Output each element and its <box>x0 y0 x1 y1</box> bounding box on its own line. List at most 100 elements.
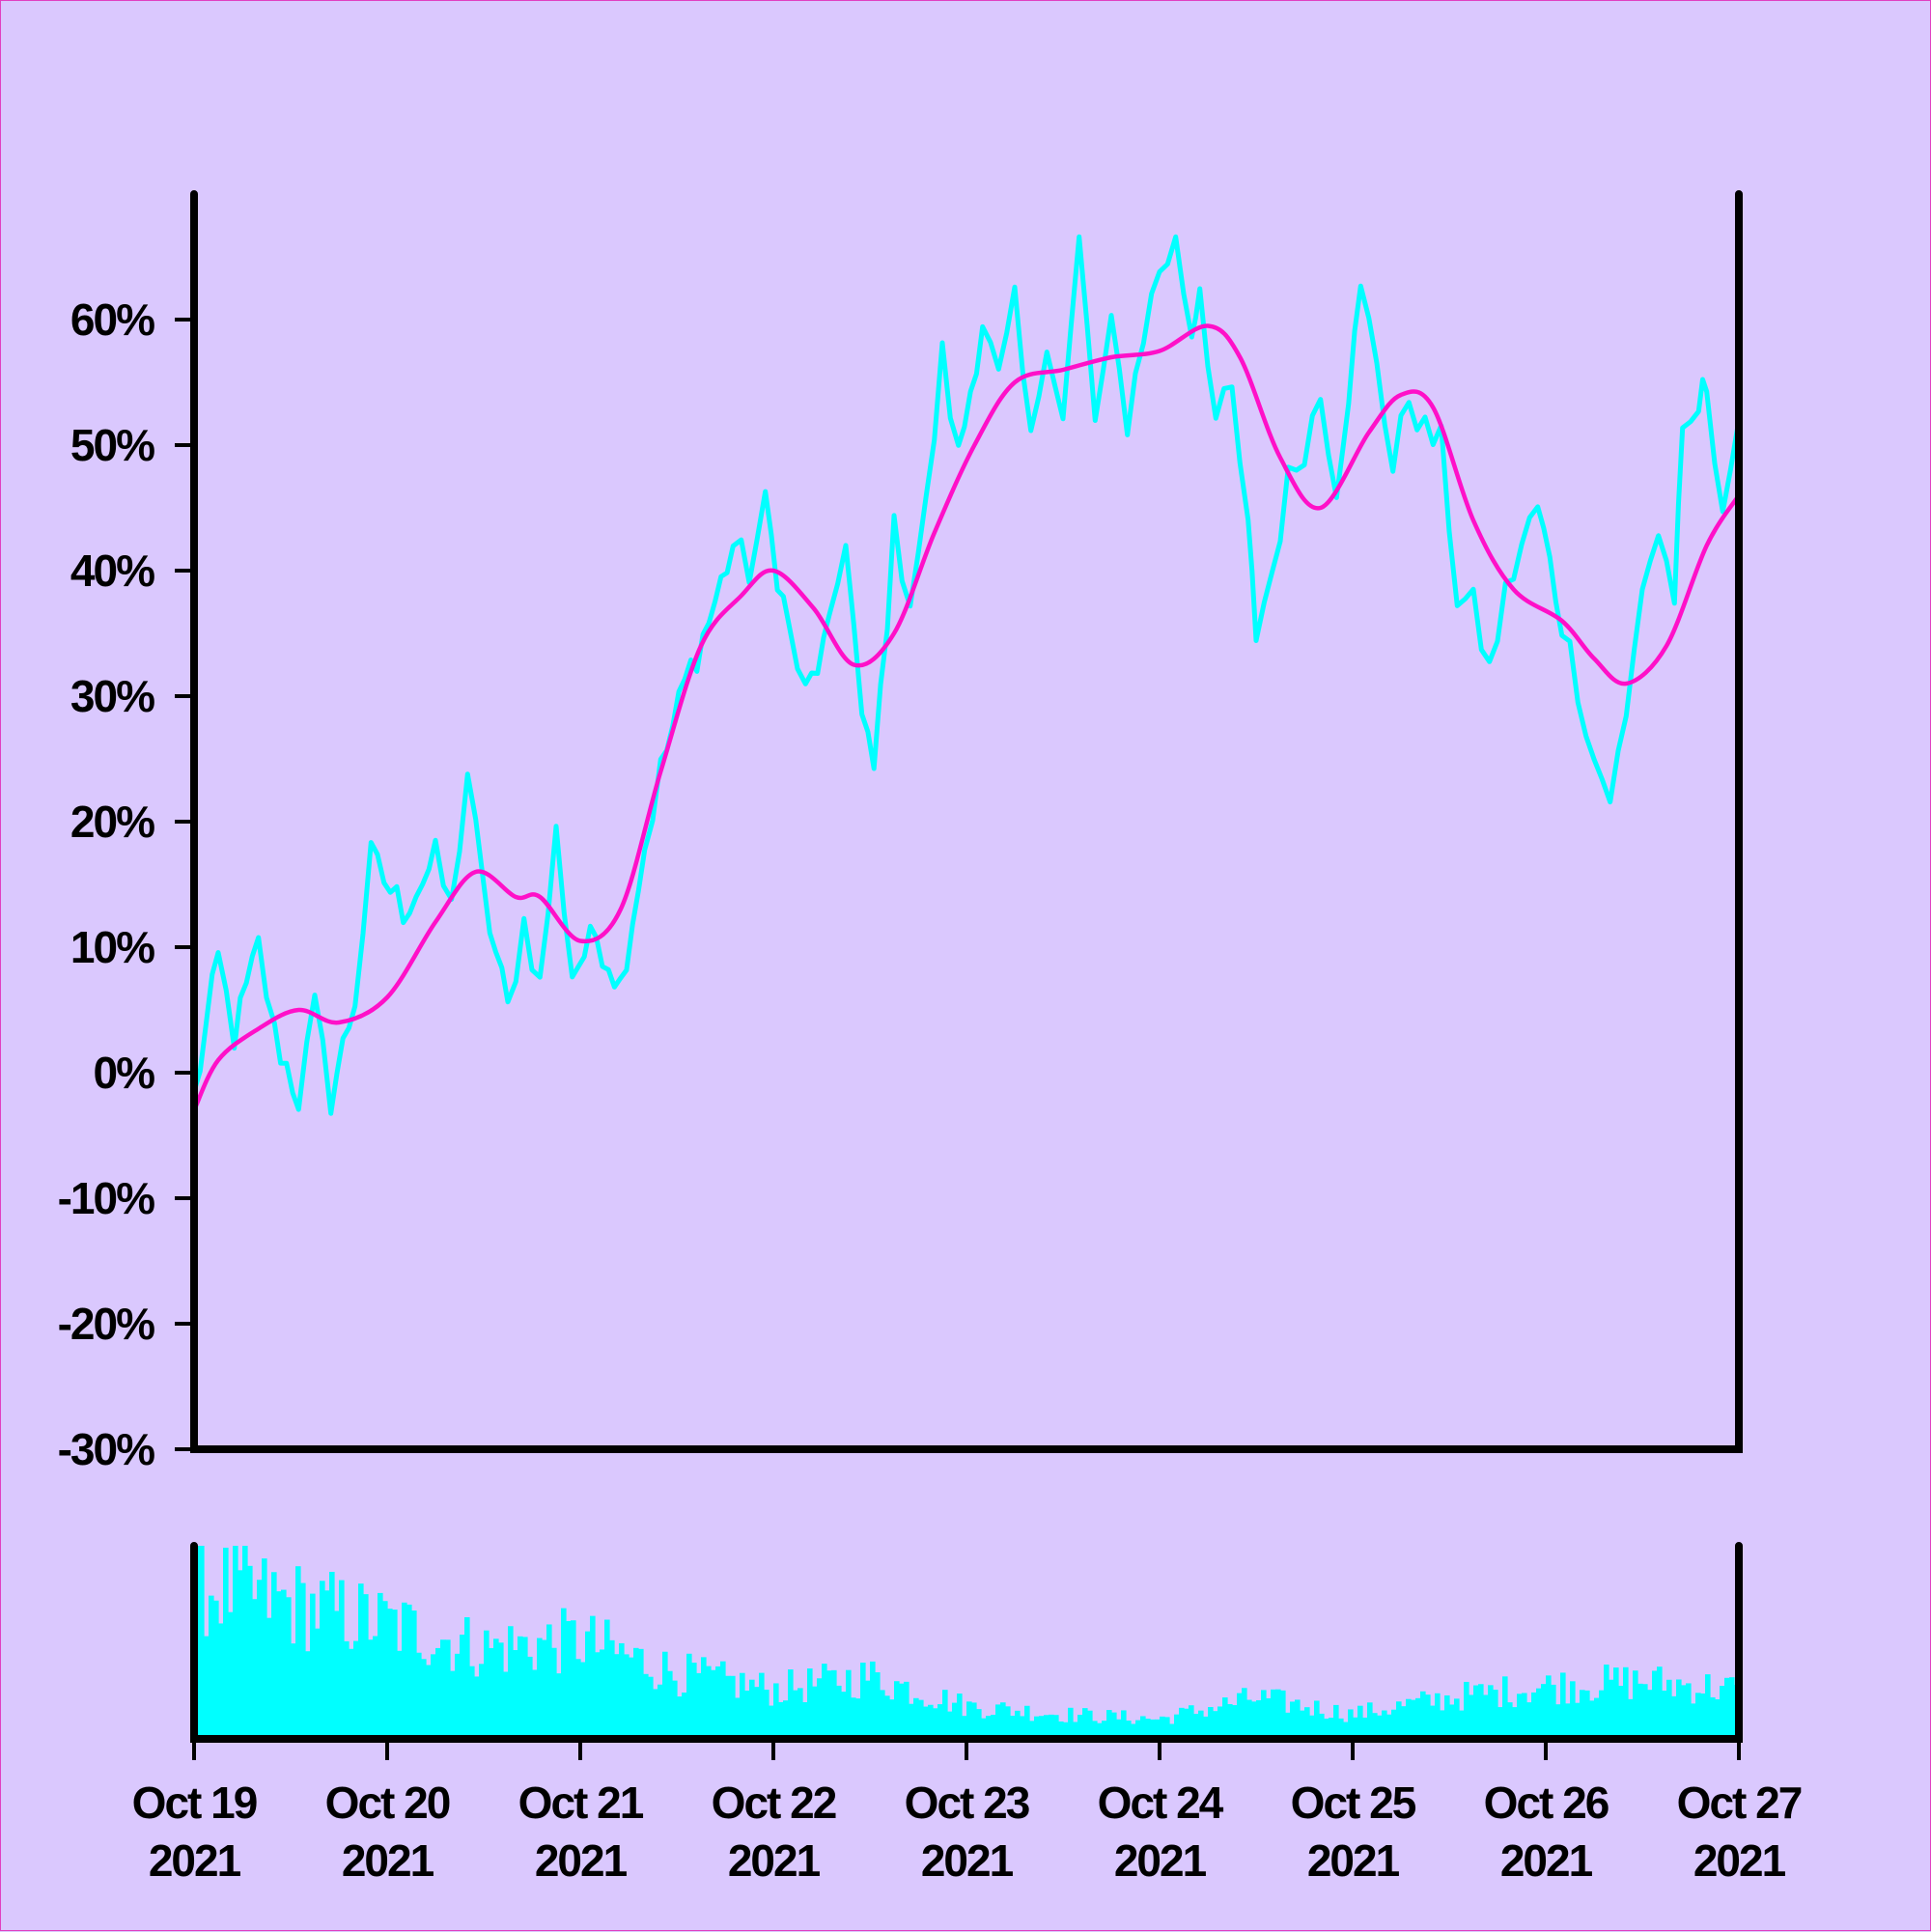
volume-bar <box>1464 1681 1469 1739</box>
volume-bar <box>209 1595 214 1739</box>
volume-bar <box>788 1669 794 1739</box>
x-tick-label-date: Oct 19 <box>132 1778 257 1828</box>
volume-bar <box>1266 1697 1272 1739</box>
volume-bar <box>575 1659 581 1739</box>
volume-bar <box>1338 1718 1344 1739</box>
volume-bar <box>711 1669 716 1739</box>
volume-bar <box>1420 1691 1426 1739</box>
volume-bar <box>677 1696 683 1739</box>
volume-bar <box>1077 1715 1083 1739</box>
volume-bar <box>1111 1712 1117 1739</box>
volume-bar <box>1604 1665 1609 1739</box>
volume-bar <box>1444 1694 1450 1739</box>
volume-bar <box>1517 1694 1523 1739</box>
volume-bar <box>228 1611 234 1739</box>
volume-bar <box>1382 1710 1387 1739</box>
volume-bar <box>769 1705 774 1739</box>
volume-bar <box>339 1580 345 1739</box>
volume-bar <box>1102 1721 1107 1739</box>
volume-bar <box>532 1669 538 1739</box>
volume-bar <box>387 1609 393 1739</box>
volume-bar <box>1411 1699 1416 1739</box>
price-series-line <box>191 234 1742 1116</box>
x-tick-label-year: 2021 <box>342 1835 434 1886</box>
volume-bar <box>378 1592 383 1739</box>
volume-bar <box>600 1649 605 1739</box>
volume-bar <box>1695 1693 1701 1739</box>
x-tick-label-year: 2021 <box>1500 1835 1593 1886</box>
volume-bar <box>715 1666 721 1739</box>
volume-bar <box>995 1704 1001 1739</box>
volume-bar <box>1024 1705 1030 1739</box>
volume-bar <box>1121 1710 1127 1739</box>
volume-bar <box>889 1699 895 1739</box>
volume-bar <box>1329 1718 1334 1739</box>
volume-bar <box>648 1676 654 1739</box>
volume-bar <box>281 1589 287 1739</box>
volume-bar <box>947 1711 953 1739</box>
volume-bar <box>1000 1702 1006 1739</box>
volume-bar <box>324 1590 330 1739</box>
volume-bar <box>1232 1705 1238 1739</box>
volume-bar <box>962 1716 967 1739</box>
volume-bar <box>1541 1684 1547 1739</box>
volume-bar <box>503 1671 509 1739</box>
volume-bar <box>469 1666 475 1739</box>
volume-bar <box>537 1638 543 1739</box>
volume-bar <box>1493 1690 1498 1739</box>
volume-bar <box>855 1698 861 1739</box>
volume-bar <box>778 1701 784 1739</box>
volume-bar <box>353 1640 359 1739</box>
volume-bar <box>783 1700 789 1739</box>
volume-bar <box>1044 1715 1049 1739</box>
volume-bar <box>899 1683 905 1739</box>
volume-bar <box>474 1676 480 1739</box>
volume-bar <box>1473 1685 1479 1739</box>
volume-bar <box>1160 1716 1165 1739</box>
volume-bar <box>609 1639 615 1739</box>
volume-bar <box>1353 1717 1358 1739</box>
volume-bar <box>1189 1705 1194 1739</box>
volume-bar <box>812 1686 818 1739</box>
volume-bar <box>1333 1704 1339 1739</box>
volume-bar <box>334 1610 340 1739</box>
volume-bar <box>1691 1703 1696 1739</box>
volume-bar <box>305 1651 311 1739</box>
x-tick-label-year: 2021 <box>149 1835 241 1886</box>
y-tick-label: -10% <box>58 1173 154 1223</box>
volume-bar <box>1560 1672 1566 1739</box>
volume-bar <box>276 1591 282 1739</box>
x-tick-label-date: Oct 27 <box>1677 1778 1802 1828</box>
volume-bar <box>1135 1720 1141 1739</box>
volume-bar <box>1720 1686 1725 1739</box>
volume-bar <box>826 1670 832 1739</box>
x-tick-label-date: Oct 23 <box>905 1778 1029 1828</box>
volume-bar <box>909 1703 914 1739</box>
x-tick-label-date: Oct 24 <box>1098 1778 1224 1828</box>
volume-bar <box>1184 1708 1189 1739</box>
x-tick-label-year: 2021 <box>535 1835 628 1886</box>
volume-bar <box>1261 1690 1267 1739</box>
volume-bar <box>1309 1715 1315 1739</box>
volume-bar <box>590 1615 596 1739</box>
volume-bar <box>1367 1702 1373 1739</box>
volume-bar <box>1203 1716 1209 1739</box>
volume-bar <box>1362 1717 1368 1739</box>
volume-bar <box>817 1678 823 1739</box>
volume-bar <box>759 1672 765 1739</box>
volume-bar <box>406 1604 412 1739</box>
volume-bar <box>735 1697 741 1739</box>
volume-bar <box>662 1651 668 1739</box>
volume-bar <box>1116 1719 1122 1739</box>
x-tick-label-year: 2021 <box>1693 1835 1786 1886</box>
volume-bar <box>1584 1690 1590 1739</box>
volume-bar <box>1377 1715 1383 1739</box>
volume-bar <box>1555 1704 1561 1739</box>
volume-bar <box>831 1669 837 1739</box>
volume-bar <box>1208 1707 1214 1739</box>
volume-bar <box>580 1662 586 1739</box>
volume-bar <box>629 1657 634 1739</box>
volume-bar <box>725 1675 731 1739</box>
volume-bar <box>542 1639 547 1739</box>
